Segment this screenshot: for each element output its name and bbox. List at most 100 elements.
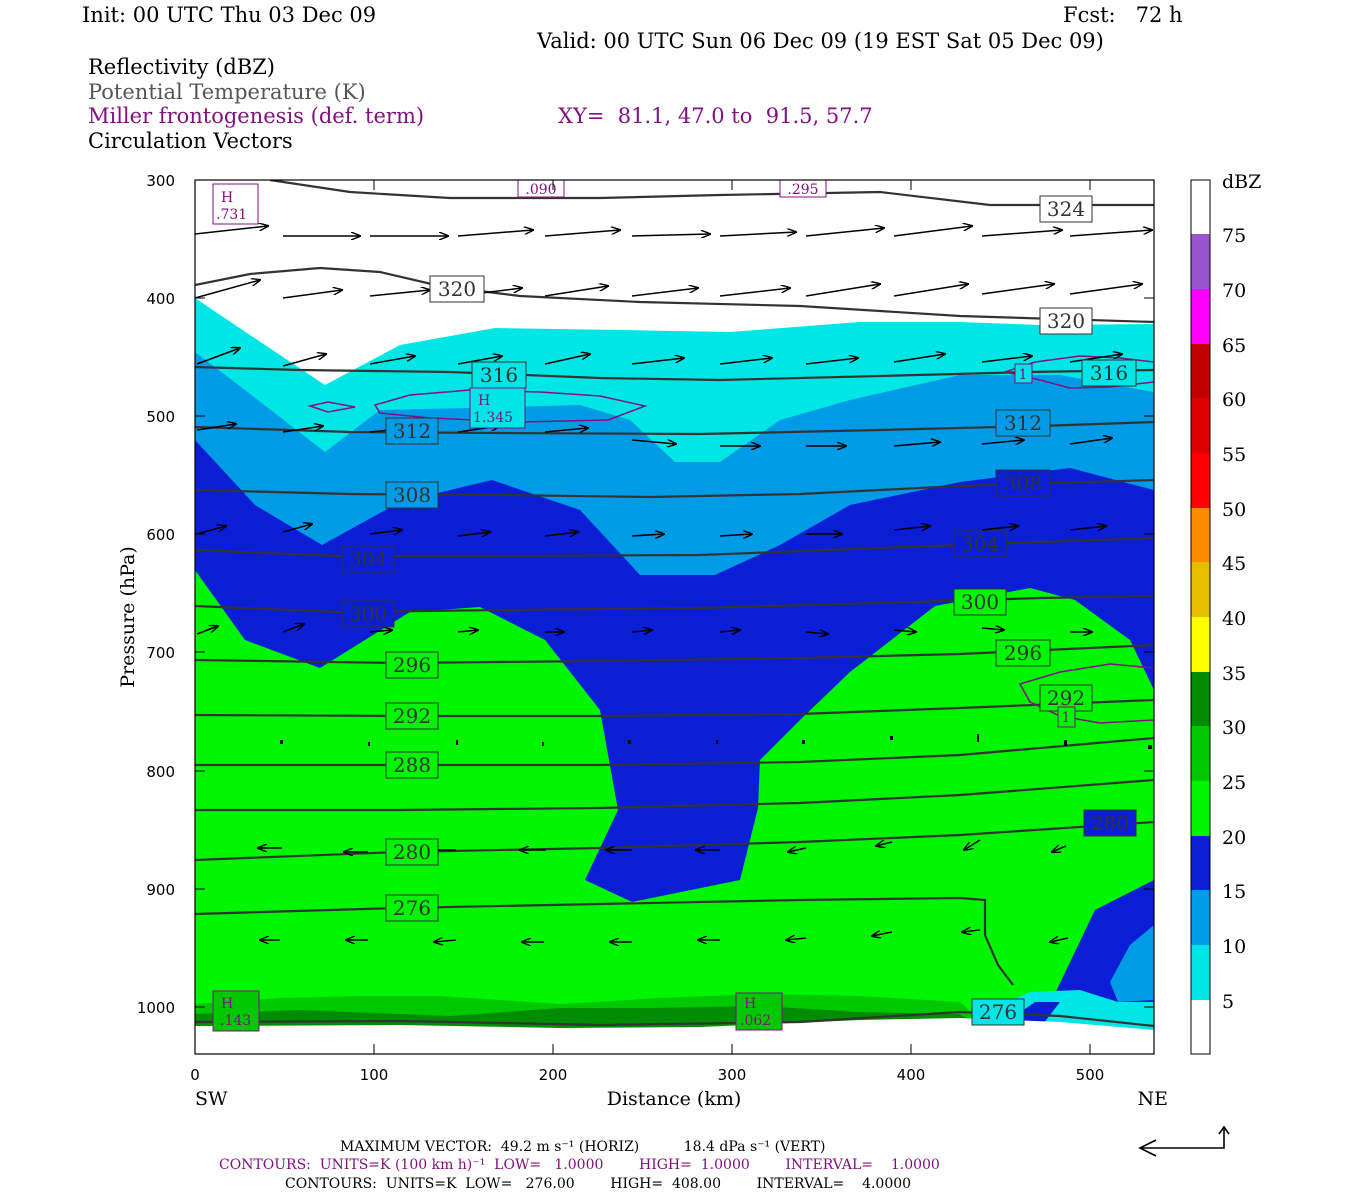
fronto-contour-small [307, 401, 356, 413]
vector-dot [802, 740, 805, 744]
fronto-value: .062 [740, 1013, 771, 1029]
colorbar-label: 55 [1222, 444, 1246, 466]
vector [981, 526, 1018, 530]
vector [719, 288, 790, 297]
fronto-value: .295 [787, 182, 818, 198]
vector [196, 348, 240, 365]
isentrope-label: 296 [1004, 641, 1042, 665]
isentrope-label: 308 [393, 483, 431, 507]
vector [457, 230, 533, 237]
vector [631, 358, 684, 365]
isentrope-label: 288 [393, 753, 431, 777]
vector [805, 284, 880, 297]
vector [805, 632, 828, 634]
vector [369, 290, 430, 297]
colorbar-unit: dBZ [1222, 171, 1261, 193]
colorbar-label: 35 [1222, 663, 1246, 685]
vector [872, 932, 893, 936]
circulation-vectors [194, 226, 1152, 942]
vector [962, 930, 981, 932]
vector [964, 839, 981, 850]
x-tick-label: 500 [1076, 1066, 1105, 1084]
vector [1052, 846, 1067, 852]
isentrope-label: 320 [438, 277, 476, 301]
vector [893, 630, 916, 632]
x-tick-label: 200 [539, 1066, 568, 1084]
fronto-value: .143 [220, 1013, 251, 1029]
colorbar-label: 25 [1222, 772, 1246, 794]
vector [719, 358, 772, 365]
y-tick-label: 1000 [137, 999, 175, 1017]
vector [369, 630, 392, 632]
vector [805, 358, 858, 365]
isentrope-label: 276 [979, 1000, 1017, 1024]
fronto-value: .731 [216, 207, 247, 223]
colorbar-swatch [1191, 726, 1210, 781]
fronto-mark: H [478, 393, 490, 409]
vector [282, 426, 323, 433]
vector-dot [716, 740, 718, 744]
colorbar: dBZ 5 10 15 20 25 30 35 40 45 50 55 60 6… [1190, 171, 1261, 1055]
colorbar-label: 65 [1222, 335, 1246, 357]
isentrope-label: 304 [349, 547, 387, 571]
vector [631, 440, 676, 444]
vector [194, 226, 268, 235]
colorbar-swatch [1191, 672, 1210, 726]
vector [1069, 284, 1142, 295]
x-tick-label: 300 [718, 1066, 747, 1084]
vector [788, 848, 807, 852]
y-tick-label: 700 [146, 644, 175, 662]
fronto-contour-mark: 1 [1062, 710, 1071, 726]
y-tick-labels: 300 400 500 600 700 800 900 1000 [137, 172, 175, 1017]
vector-dot [890, 736, 893, 740]
vector [786, 938, 807, 940]
vector [544, 230, 620, 237]
colorbar-swatch [1191, 836, 1210, 890]
vector [893, 354, 945, 363]
isentrope-324 [269, 180, 1154, 207]
colorbar-swatch [1191, 234, 1210, 289]
vector [719, 534, 752, 536]
frontogenesis-labels: H .731 H 1.345 .090 .295 H .143 H .062 1… [212, 179, 1076, 1032]
field-frontogenesis: Miller frontogenesis (def. term) [88, 104, 425, 128]
colorbar-swatch [1191, 453, 1210, 508]
vector [719, 232, 796, 237]
field-reflectivity: Reflectivity (dBZ) [88, 55, 276, 79]
colorbar-label: 45 [1222, 553, 1246, 575]
vector [196, 626, 218, 635]
vector [893, 526, 930, 530]
y-tick-label: 800 [146, 763, 175, 781]
colorbar-label: 10 [1222, 936, 1246, 958]
vector [876, 842, 893, 846]
fronto-value: .090 [525, 182, 556, 198]
vector [457, 630, 478, 632]
colorbar-label: 50 [1222, 499, 1246, 521]
vector [196, 526, 226, 535]
small-vectors [280, 734, 1152, 749]
isentrope-label: 308 [1004, 471, 1042, 495]
fronto-contour-mark: 1 [1019, 367, 1028, 383]
vector [544, 286, 608, 297]
vector [1069, 354, 1122, 363]
reference-vector-icon [1138, 1125, 1230, 1157]
contours-frontogenesis: CONTOURS: UNITS=K (100 km h)⁻¹ LOW= 1.00… [219, 1157, 940, 1173]
isentrope-label: 292 [393, 704, 431, 728]
y-tick-label: 600 [146, 526, 175, 544]
vector [981, 628, 1004, 630]
isentrope-surface [195, 1010, 1154, 1028]
vector [893, 284, 968, 297]
vector [457, 532, 490, 536]
vector [434, 940, 457, 942]
vector [893, 226, 972, 237]
colorbar-label: 30 [1222, 717, 1246, 739]
x-tick-label: 100 [360, 1066, 389, 1084]
colorbar-swatch [1191, 781, 1210, 836]
isentrope-label: 316 [1090, 361, 1128, 385]
vector [282, 524, 312, 533]
vector-dot [542, 742, 544, 746]
colorbar-swatch [1191, 344, 1210, 398]
vector-dot [1064, 740, 1067, 746]
isentrope-label: 292 [1047, 686, 1085, 710]
vector [981, 230, 1062, 237]
